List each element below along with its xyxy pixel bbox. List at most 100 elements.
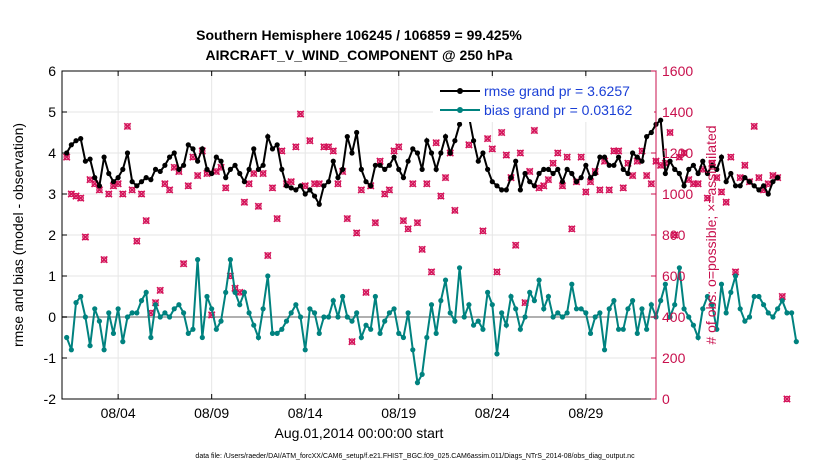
rmse-point [335, 175, 341, 181]
bias-point [578, 306, 584, 312]
rmse-point [480, 150, 486, 156]
obs-assimilated-point [348, 337, 356, 346]
obs-assimilated-point [554, 149, 562, 157]
rmse-point [620, 166, 626, 172]
bias-point [615, 326, 622, 332]
rmse-point [592, 170, 598, 177]
bias-point [625, 306, 631, 312]
y-right-tick-label: 200 [662, 350, 686, 366]
obs-cross-stroke [731, 268, 740, 276]
rmse-point [424, 138, 430, 144]
obs-cross-stroke [666, 128, 674, 137]
x-tick-label: 08/19 [381, 405, 416, 421]
obs-assimilated-point [694, 179, 702, 188]
obs-cross-stroke [170, 163, 179, 172]
obs-assimilated-point [287, 177, 295, 186]
bias-point [396, 330, 402, 336]
rmse-point [709, 162, 715, 168]
obs-cross-stroke [193, 171, 202, 180]
series-layer [62, 104, 799, 403]
obs-possible-point [582, 188, 590, 196]
rmse-point [517, 187, 523, 193]
obs-possible-point [400, 217, 407, 224]
bias-point [461, 314, 467, 320]
obs-assimilated-point [179, 259, 188, 268]
obs-possible-point [269, 184, 276, 192]
obs-assimilated-point [394, 143, 403, 151]
obs-cross-stroke [586, 177, 595, 186]
obs-possible-point [423, 180, 431, 187]
obs-assimilated-point [427, 268, 436, 276]
obs-cross-stroke [249, 169, 258, 178]
obs-possible-point [292, 143, 300, 151]
obs-cross-stroke [95, 186, 104, 194]
rmse-point [157, 168, 163, 175]
obs-cross-stroke [427, 268, 436, 276]
obs-assimilated-point [596, 186, 604, 194]
obs-assimilated-point [722, 198, 730, 206]
obs-assimilated-point [142, 216, 150, 225]
obs-possible-point [114, 180, 122, 187]
obs-cross-stroke [348, 337, 356, 346]
rmse-legend-marker [457, 88, 463, 94]
bias-point [700, 306, 706, 312]
rmse-point [555, 166, 561, 172]
bias-point [405, 310, 411, 316]
bias-point [269, 330, 276, 336]
obs-assimilated-point [156, 286, 164, 295]
y-left-tick-label: 4 [48, 145, 56, 161]
rmse-point [134, 183, 140, 189]
bias-point [260, 306, 266, 312]
bias-point [101, 347, 107, 353]
bias-point [686, 314, 692, 320]
obs-possible-point [414, 219, 421, 226]
obs-assimilated-point [399, 216, 408, 225]
bias-point [148, 334, 154, 341]
bias-point [662, 281, 668, 287]
obs-possible-point [718, 188, 725, 196]
bias-point [718, 281, 725, 287]
bias-point [279, 326, 285, 332]
y-left-tick-label: 3 [48, 186, 56, 202]
obs-possible-point [273, 215, 281, 222]
obs-cross-stroke [296, 110, 305, 118]
obs-cross-stroke [418, 245, 426, 254]
rmse-point [765, 191, 771, 197]
bias-point [368, 326, 374, 332]
rmse-point [190, 146, 196, 152]
obs-cross-stroke [352, 229, 361, 237]
rmse-point [433, 166, 439, 172]
obs-possible-point [606, 186, 613, 194]
obs-possible-point [161, 180, 169, 187]
obs-cross-stroke [207, 311, 216, 319]
rmse-point [265, 134, 271, 140]
obs-assimilated-point [488, 145, 497, 153]
obs-possible-point [680, 149, 688, 157]
bias-point [737, 306, 743, 312]
rmse-point [288, 185, 294, 191]
obs-cross-stroke [694, 179, 702, 188]
obs-cross-stroke [184, 182, 193, 190]
obs-assimilated-point [717, 188, 726, 196]
obs-cross-stroke [142, 216, 150, 225]
obs-assimilated-point [497, 128, 506, 137]
bias-point [363, 322, 369, 328]
obs-possible-point [297, 110, 304, 118]
obs-cross-stroke [128, 186, 136, 194]
obs-cross-stroke [72, 192, 80, 200]
obs-possible-point [765, 180, 772, 187]
rmse-point [527, 179, 533, 185]
rmse-point [597, 154, 603, 160]
rmse-point [110, 179, 117, 185]
rmse-point [541, 166, 547, 172]
rmse-point [405, 158, 411, 164]
obs-cross-stroke [750, 122, 758, 131]
rmse-point [349, 150, 355, 156]
bias-point [587, 330, 594, 336]
rmse-point [227, 166, 233, 172]
obs-possible-point [334, 180, 342, 187]
rmse-point [770, 179, 776, 185]
obs-possible-point [409, 180, 416, 187]
obs-cross-stroke [329, 147, 338, 155]
bias-point [213, 326, 219, 332]
